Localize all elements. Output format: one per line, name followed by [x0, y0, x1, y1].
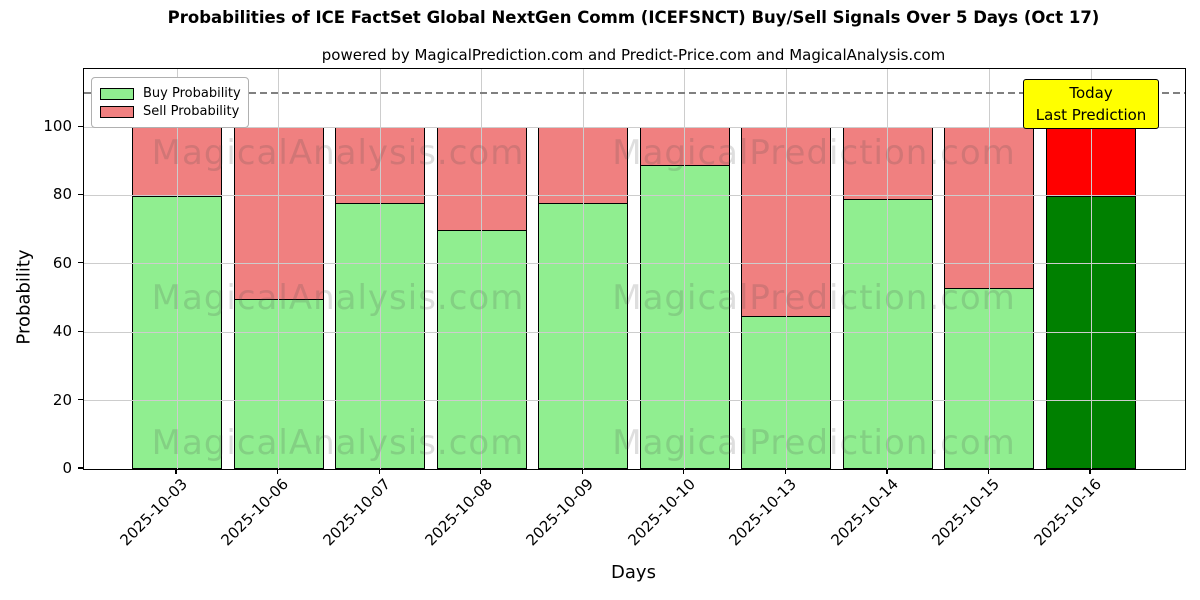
vertical-gridline: [481, 69, 483, 469]
y-tick-mark: [78, 399, 83, 401]
y-tick-mark: [78, 193, 83, 196]
x-tick-mark: [886, 469, 888, 475]
x-tick-label: 2025-10-15: [928, 475, 1004, 550]
y-tick-label: 40: [52, 322, 72, 341]
legend-label: Sell Probability: [143, 104, 240, 119]
vertical-gridline: [379, 69, 381, 469]
vertical-gridline: [684, 69, 686, 469]
y-tick-mark: [78, 467, 83, 469]
legend: Buy Probability Sell Probability: [91, 77, 249, 128]
vertical-gridline: [278, 69, 280, 469]
x-tick-label: 2025-10-10: [624, 475, 699, 550]
x-tick-label: 2025-10-03: [116, 475, 191, 550]
x-tick-mark: [175, 469, 177, 475]
x-tick-mark: [480, 469, 482, 475]
vertical-gridline: [1090, 69, 1092, 469]
x-tick-label: 2025-10-14: [827, 475, 902, 550]
x-tick-mark: [784, 469, 786, 475]
y-tick-label: 20: [52, 390, 72, 409]
horizontal-gridline: [84, 331, 1185, 333]
x-tick-label: 2025-10-07: [319, 475, 394, 550]
x-tick-mark: [276, 469, 279, 475]
y-tick-label: 0: [62, 459, 72, 477]
y-tick-label: 80: [52, 185, 72, 204]
y-tick-mark: [78, 125, 83, 127]
x-tick-mark: [581, 469, 583, 475]
y-tick-mark: [78, 330, 83, 332]
vertical-gridline: [785, 69, 787, 469]
vertical-gridline: [887, 69, 889, 469]
legend-item: Buy Probability: [100, 85, 241, 102]
legend-swatch: [100, 105, 134, 118]
legend-swatch: [100, 87, 134, 100]
horizontal-gridline: [84, 194, 1185, 196]
today-annotation: Today Last Prediction: [1023, 79, 1160, 129]
today-annotation-line1: Today: [1069, 84, 1113, 102]
watermark-left: MagicalAnalysis.com: [151, 423, 525, 463]
plot-area: Buy Probability Sell Probability Today La…: [83, 68, 1186, 470]
legend-label: Buy Probability: [143, 86, 241, 101]
x-tick-label: 2025-10-06: [217, 475, 293, 550]
x-tick-label: 2025-10-09: [522, 475, 597, 550]
y-tick-mark: [78, 262, 83, 264]
threshold-dashed-line: [84, 92, 1185, 94]
x-tick-label: 2025-10-16: [1030, 475, 1105, 550]
watermark-right: MagicalPrediction.com: [612, 423, 1016, 463]
x-tick-mark: [1089, 469, 1091, 475]
today-annotation-line2: Last Prediction: [1035, 106, 1147, 124]
vertical-gridline: [582, 69, 584, 469]
vertical-gridline: [176, 69, 178, 469]
horizontal-gridline: [84, 126, 1185, 128]
chart-title: Probabilities of ICE FactSet Global Next…: [167, 8, 1100, 27]
y-tick-label: 100: [43, 117, 72, 136]
horizontal-gridline: [84, 263, 1185, 265]
chart-subtitle: powered by MagicalPrediction.com and Pre…: [321, 46, 946, 64]
legend-item: Sell Probability: [100, 103, 240, 120]
watermark-left: MagicalAnalysis.com: [151, 278, 525, 318]
y-tick-label: 60: [52, 253, 72, 272]
x-axis-label: Days: [611, 562, 656, 583]
watermark-right: MagicalPrediction.com: [612, 133, 1016, 173]
watermark-left: MagicalAnalysis.com: [151, 133, 525, 173]
x-tick-mark: [987, 469, 990, 475]
x-tick-label: 2025-10-08: [421, 475, 496, 550]
x-tick-mark: [683, 469, 685, 475]
vertical-gridline: [988, 69, 990, 469]
watermark-right: MagicalPrediction.com: [612, 278, 1016, 318]
x-tick-label: 2025-10-13: [725, 475, 801, 550]
x-tick-mark: [378, 469, 380, 475]
horizontal-gridline: [84, 400, 1185, 402]
